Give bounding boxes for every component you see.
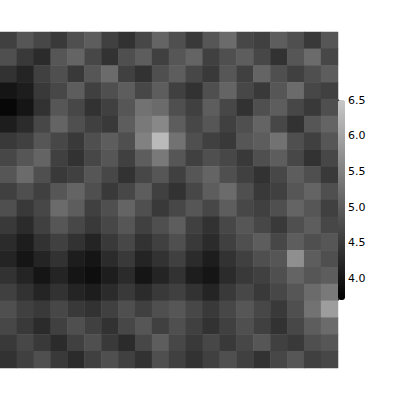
svg-text:4.0: 4.0 bbox=[348, 272, 366, 285]
svg-text:6.5: 6.5 bbox=[348, 94, 366, 107]
svg-text:5.0: 5.0 bbox=[348, 201, 366, 214]
svg-text:6.0: 6.0 bbox=[348, 129, 366, 142]
svg-text:4.5: 4.5 bbox=[348, 236, 366, 249]
svg-text:5.5: 5.5 bbox=[348, 165, 366, 178]
